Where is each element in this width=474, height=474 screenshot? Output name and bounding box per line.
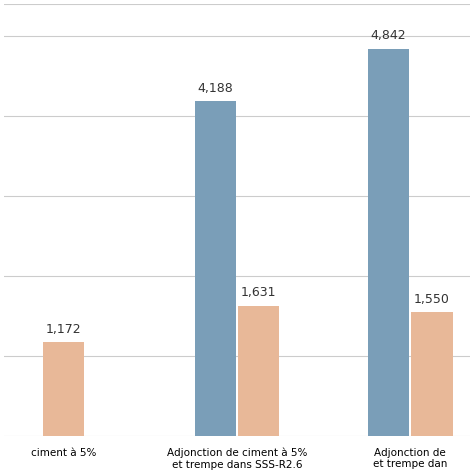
Bar (411, 312, 453, 436)
Text: 4,188: 4,188 (198, 82, 233, 95)
Text: 1,550: 1,550 (414, 292, 450, 306)
Text: 1,172: 1,172 (46, 323, 82, 336)
Text: 4,842: 4,842 (371, 29, 406, 42)
Bar (43, 342, 84, 436)
Text: 1,631: 1,631 (241, 286, 276, 299)
Bar (195, 101, 236, 436)
Bar (368, 49, 409, 436)
Bar (238, 306, 279, 436)
